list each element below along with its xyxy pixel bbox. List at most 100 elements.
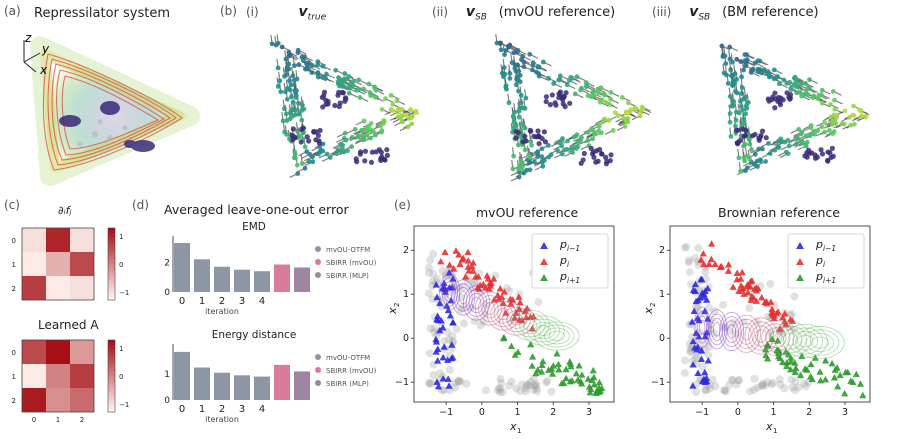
marker-triangle [725, 261, 733, 268]
state-point [743, 63, 748, 69]
marker-triangle [444, 356, 452, 363]
heatmap-cell [46, 276, 70, 300]
background-point [427, 379, 436, 388]
state-point [757, 157, 763, 163]
contour-ring [468, 292, 485, 314]
x-tick-label: 2 [806, 407, 812, 418]
cluster-point [528, 128, 534, 134]
state-point [512, 62, 518, 68]
colorbar-tick: −1 [119, 401, 129, 409]
marker-triangle [487, 279, 495, 286]
marker-triangle [695, 316, 703, 324]
state-point [597, 99, 603, 105]
state-point [294, 88, 299, 93]
state-point [830, 88, 836, 94]
heatmap-row-tick: 0 [12, 237, 16, 245]
contour-ring [543, 327, 570, 345]
state-point [511, 114, 516, 120]
state-point [379, 107, 385, 112]
contour-ring [518, 316, 542, 334]
state-point [315, 62, 321, 68]
state-point [320, 63, 326, 69]
marker-triangle [717, 262, 726, 270]
colorbar-segment [108, 409, 115, 413]
state-point [501, 74, 506, 80]
marker-triangle [791, 368, 799, 375]
heatmap-bottom: 0 1 2 0 1 2 1 0 −1 [12, 339, 129, 424]
heatmap-cell [46, 252, 70, 276]
state-point [378, 123, 383, 129]
state-point [304, 149, 310, 155]
colorbar-segment [108, 288, 115, 292]
background-point [448, 332, 457, 341]
state-point [619, 95, 625, 100]
marker-triangle [538, 361, 546, 369]
x-tick-label: 3 [842, 407, 848, 418]
marker-triangle [578, 371, 586, 378]
marker-triangle [483, 272, 491, 279]
state-point [747, 141, 753, 147]
cluster-point [290, 126, 296, 132]
bar [174, 351, 190, 400]
state-point [315, 70, 321, 75]
panel-b-ii-title: (ii) vSB (mvOU reference) [432, 4, 615, 22]
contour-ring [445, 285, 454, 299]
colorbar-segment [108, 373, 115, 377]
heatmap-col-tick: 2 [80, 416, 84, 424]
marker-triangle [574, 376, 582, 383]
cluster-point [829, 145, 835, 151]
state-point [529, 142, 535, 148]
background-point [452, 325, 461, 334]
background-point [424, 268, 433, 277]
background-point [790, 386, 799, 395]
state-point [555, 147, 560, 153]
colorbar-segment [108, 264, 115, 268]
state-point [542, 157, 547, 163]
state-point [819, 124, 825, 130]
background-point [701, 267, 710, 276]
contour-ring [787, 327, 824, 355]
state-point [290, 113, 296, 119]
state-point [530, 60, 536, 66]
marker-triangle [704, 357, 712, 364]
cluster-point [780, 97, 786, 103]
state-point [744, 102, 749, 108]
state-point [731, 99, 737, 104]
state-point [310, 159, 316, 165]
marker-triangle [783, 362, 791, 370]
marker-triangle [803, 366, 811, 373]
marker-triangle [439, 353, 447, 361]
marker-triangle [747, 296, 755, 303]
background-point [719, 300, 728, 309]
colorbar-segment [108, 400, 115, 404]
background-point [720, 385, 729, 394]
background-point [529, 374, 538, 383]
state-point [804, 139, 810, 145]
state-point [324, 151, 330, 157]
background-point [691, 353, 700, 362]
state-point [383, 96, 388, 102]
state-point [293, 107, 298, 113]
state-point [772, 147, 778, 153]
background-point [495, 388, 504, 397]
state-point [379, 129, 384, 135]
colorbar-segment [108, 358, 115, 362]
background-point [517, 380, 526, 389]
background-point [684, 258, 693, 267]
state-point [513, 68, 519, 74]
state-point [832, 97, 837, 103]
cluster-point [368, 159, 375, 165]
legend-marker [315, 272, 321, 278]
state-point [818, 92, 824, 98]
background-point [526, 377, 535, 386]
state-point [520, 163, 526, 169]
marker-triangle [787, 354, 795, 361]
cluster-point [593, 148, 600, 154]
colorbar-segment [108, 255, 115, 259]
state-point [287, 78, 292, 84]
state-point [340, 84, 345, 89]
state-point [324, 71, 329, 77]
state-point [527, 51, 533, 57]
state-point [536, 71, 541, 76]
background-point [425, 263, 434, 272]
